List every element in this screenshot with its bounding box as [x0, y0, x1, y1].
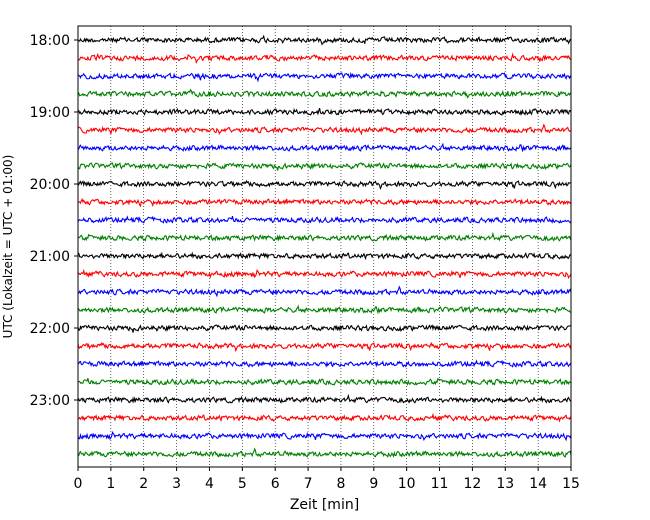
seismic-trace [77, 447, 572, 458]
x-tick-label: 12 [463, 476, 481, 492]
y-tick-label: 22:00 [30, 321, 70, 337]
y-tick-label: 19:00 [30, 105, 70, 121]
y-tick-label: 18:00 [30, 33, 70, 49]
y-tick-label: 21:00 [30, 249, 70, 265]
y-tick-label: 23:00 [30, 393, 70, 409]
seismic-trace [77, 107, 572, 116]
seismic-trace [77, 285, 572, 298]
x-axis-label: Zeit [min] [290, 497, 359, 513]
x-tick-label: 6 [271, 476, 280, 492]
x-axis-ticks: 0 1 2 3 4 5 6 7 8 9 10 11 12 13 14 15 [74, 467, 580, 492]
x-tick-label: 0 [74, 476, 83, 492]
seismic-trace [77, 88, 572, 99]
seismic-traces [77, 34, 572, 458]
x-tick-label: 11 [431, 476, 449, 492]
seismic-trace [77, 430, 572, 442]
seismic-trace [77, 412, 572, 423]
x-tick-label: 2 [139, 476, 148, 492]
seismic-trace [77, 123, 572, 136]
seismic-trace [77, 359, 572, 368]
x-tick-label: 10 [398, 476, 416, 492]
seismic-trace [77, 324, 572, 333]
seismic-trace [77, 179, 572, 190]
y-tick-label: 20:00 [30, 177, 70, 193]
plot-frame [77, 25, 572, 468]
x-tick-label: 1 [106, 476, 115, 492]
seismic-trace [77, 268, 572, 280]
seismic-trace [77, 393, 572, 404]
x-tick-label: 8 [336, 476, 345, 492]
seismic-trace [77, 71, 572, 83]
seismic-trace [77, 251, 572, 261]
x-tick-label: 9 [369, 476, 378, 492]
seismic-trace [77, 304, 572, 315]
x-tick-label: 4 [205, 476, 214, 492]
x-tick-label: 7 [304, 476, 313, 492]
seismic-trace [77, 34, 572, 46]
seismic-trace [77, 142, 572, 153]
seismic-trace [77, 197, 572, 208]
y-axis-label: UTC (Lokalzeit = UTC + 01:00) [1, 155, 15, 339]
y-axis-ticks: 18:00 19:00 20:00 21:00 22:00 23:00 [30, 33, 78, 409]
seismic-trace [77, 377, 572, 386]
seismic-trace [77, 52, 572, 65]
x-tick-label: 5 [238, 476, 247, 492]
seismic-trace [77, 162, 572, 171]
x-tick-label: 3 [172, 476, 181, 492]
x-tick-label: 15 [562, 476, 580, 492]
seismic-trace [77, 231, 572, 242]
x-tick-label: 13 [496, 476, 514, 492]
seismic-trace [77, 215, 572, 224]
x-tick-label: 14 [529, 476, 547, 492]
seismic-trace [77, 341, 572, 352]
